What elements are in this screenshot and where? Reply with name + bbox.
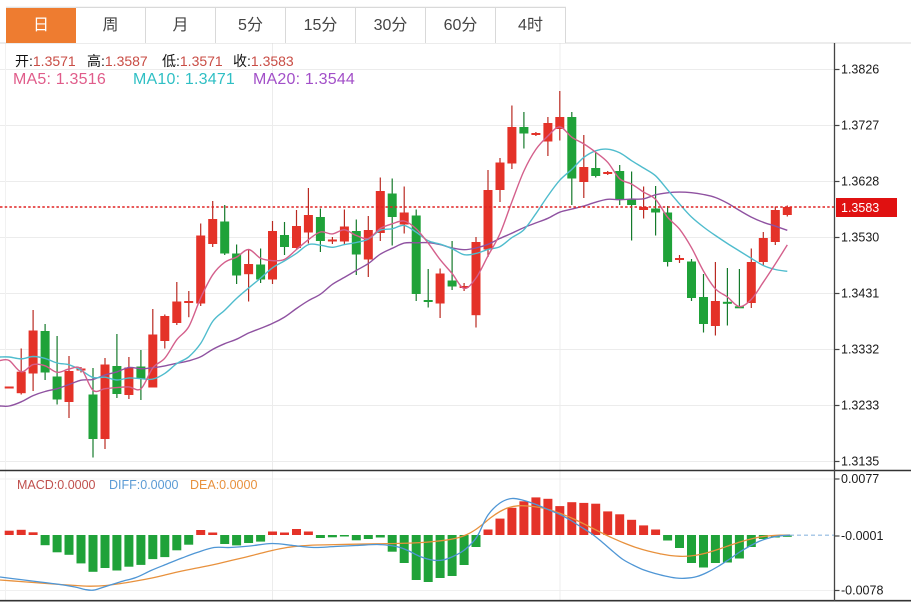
- svg-text:1.3233: 1.3233: [841, 399, 879, 413]
- svg-text:1.3727: 1.3727: [841, 119, 879, 133]
- svg-text:1.3431: 1.3431: [841, 287, 879, 301]
- svg-text:1.3530: 1.3530: [841, 231, 879, 245]
- svg-text:1.3332: 1.3332: [841, 343, 879, 357]
- svg-text:1.3583: 1.3583: [841, 201, 879, 215]
- svg-text:0.0077: 0.0077: [841, 472, 879, 486]
- svg-text:1.3135: 1.3135: [841, 455, 879, 469]
- svg-text:1.3826: 1.3826: [841, 63, 879, 77]
- svg-text:-0.0078: -0.0078: [841, 584, 883, 598]
- svg-text:1.3628: 1.3628: [841, 175, 879, 189]
- svg-text:-0.0001: -0.0001: [841, 529, 883, 543]
